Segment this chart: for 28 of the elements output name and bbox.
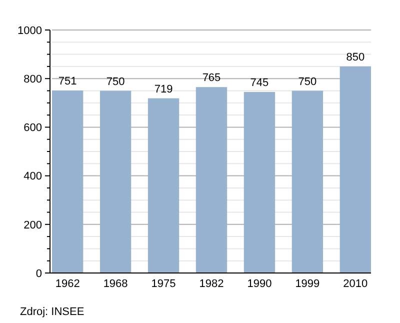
y-tick-label: 600 [24, 122, 42, 134]
text: Zdroj: INSEE [20, 306, 84, 318]
x-tick-label: 1982 [199, 278, 224, 290]
x-tick-label: 1990 [247, 278, 272, 290]
data-label: 750 [298, 76, 317, 88]
y-tick-label: 0 [36, 268, 42, 280]
y-tick-label: 400 [24, 170, 42, 183]
bar [148, 98, 180, 273]
y-tick-label: 1000 [18, 24, 42, 37]
x-tick-label: 1962 [55, 278, 80, 290]
data-label: 751 [58, 76, 77, 88]
bar [196, 87, 228, 273]
bar [52, 90, 84, 273]
data-label: 750 [106, 76, 125, 88]
data-label: 765 [202, 72, 221, 84]
x-tick-label: 2010 [343, 278, 368, 290]
data-label: 719 [154, 83, 173, 96]
bar [292, 90, 324, 273]
bar [340, 66, 371, 273]
x-tick-label: 1999 [295, 278, 320, 290]
y-tick-label: 800 [24, 73, 42, 86]
bar [100, 90, 132, 273]
y-tick-label: 200 [24, 219, 42, 232]
data-label: 745 [250, 76, 269, 89]
bar [244, 92, 276, 273]
x-tick-label: 1968 [103, 278, 128, 290]
data-label: 850 [346, 51, 365, 64]
x-tick-label: 1975 [151, 278, 176, 290]
